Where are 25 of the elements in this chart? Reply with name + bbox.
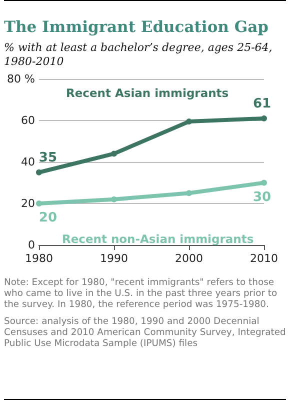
series-label: Recent Asian immigrants — [66, 86, 229, 100]
point — [186, 118, 192, 125]
data-label: 61 — [252, 96, 272, 112]
y-tick-label: 60 — [20, 114, 35, 127]
source-note: Source: analysis of the 1980, 1990 and 2000 Decennial Censuses and 2010 American Community Survey, Integrated Public Use Microdata Sample (IPUMS) files — [4, 316, 286, 349]
y-tick-label: 40 — [20, 156, 35, 168]
chart-subtitle: % with at least a bachelor’s degree, ages 25-64, 1980-2010 — [4, 41, 274, 69]
data-label: 35 — [38, 150, 57, 166]
chart-title: The Immigrant Education Gap — [4, 17, 270, 36]
x-tick-label: 1990 — [100, 252, 128, 265]
point — [261, 180, 267, 186]
data-label: 30 — [252, 190, 272, 205]
x-tick-label: 1980 — [24, 252, 53, 265]
x-tick-label: 2010 — [250, 252, 278, 265]
text: Note: Except for 1980, "recent immigrants" refers to those who came to live in the U.S. in the past three years prior to the survey. In 1980, the reference period was 1975-1980. — [4, 277, 278, 310]
point — [36, 200, 42, 206]
y-tick-label: 80 % — [6, 72, 35, 86]
x-tick-label: 2000 — [174, 252, 203, 265]
y-tick-label: 0 — [28, 238, 35, 252]
point — [36, 169, 42, 176]
y-tick-label: 20 — [20, 197, 35, 210]
point — [110, 150, 117, 157]
data-label: 20 — [38, 210, 57, 226]
text: Recent non-Asian immigrants — [62, 232, 254, 246]
point — [261, 115, 267, 122]
